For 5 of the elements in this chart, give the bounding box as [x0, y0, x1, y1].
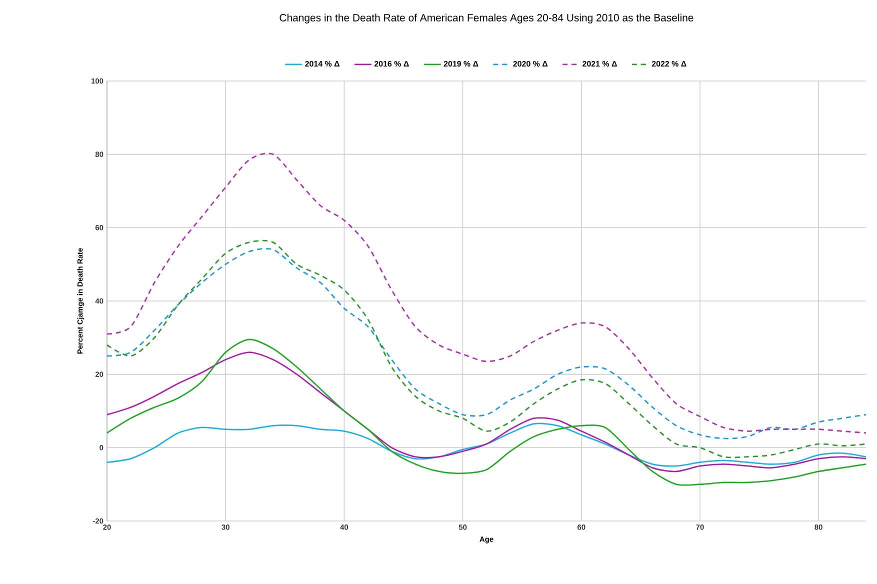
- line-series: [107, 152, 866, 434]
- line-series: [107, 422, 866, 467]
- chart-title: Changes in the Death Rate of American Females Ages 20-84 Using 2010 as the Baseline: [280, 14, 694, 24]
- line-series: [107, 338, 866, 486]
- line-series: [107, 352, 866, 472]
